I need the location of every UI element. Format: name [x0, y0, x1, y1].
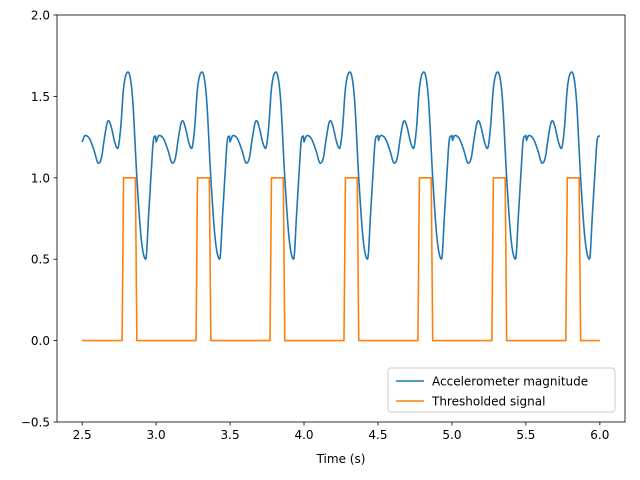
y-tick: −0.5 [21, 416, 57, 430]
y-tick-label: 1.0 [31, 171, 50, 185]
y-tick-label: 0.5 [31, 253, 50, 267]
legend-entry: Thresholded signal [396, 395, 545, 409]
series-line-1 [81, 71, 601, 260]
x-tick: 5.0 [442, 422, 461, 442]
x-tick: 5.5 [516, 422, 535, 442]
x-tick: 4.0 [294, 422, 314, 442]
x-tick-label: 4.5 [368, 428, 387, 442]
y-axis: −0.5 0.0 0.5 1.0 1.5 2.0 [21, 9, 57, 430]
series-layer [81, 71, 601, 342]
y-tick: 1.5 [31, 90, 57, 104]
plot-area [56, 14, 626, 423]
legend-label: Accelerometer magnitude [432, 375, 588, 389]
x-axis-label: Time (s) [316, 452, 366, 466]
y-tick-label: 1.5 [31, 90, 50, 104]
y-tick: 2.0 [31, 9, 57, 23]
x-tick-label: 4.0 [294, 428, 313, 442]
legend-box [387, 367, 616, 413]
x-tick: 3.5 [221, 422, 240, 442]
y-tick-label: 2.0 [31, 9, 50, 23]
x-tick-label: 3.0 [147, 428, 166, 442]
x-tick-label: 5.5 [516, 428, 535, 442]
y-tick-label: −0.5 [21, 416, 50, 430]
legend: Accelerometer magnitude Thresholded signa… [387, 367, 616, 413]
x-tick: 2.5 [73, 422, 92, 442]
x-tick-label: 6.0 [590, 428, 609, 442]
series-line-2 [82, 177, 600, 342]
x-axis: 2.5 3.0 3.5 4.0 4.5 5.0 5.5 6.0 [73, 422, 609, 442]
y-tick: 0.0 [31, 334, 57, 348]
axes-frame [56, 14, 626, 423]
y-tick: 1.0 [31, 171, 57, 185]
x-tick: 6.0 [590, 422, 609, 442]
y-tick: 0.5 [31, 253, 57, 267]
legend-label: Thresholded signal [431, 395, 545, 409]
y-tick-label: 0.0 [31, 334, 50, 348]
x-tick: 4.5 [368, 422, 388, 442]
x-tick: 3.0 [147, 422, 166, 442]
x-tick-label: 3.5 [221, 428, 240, 442]
legend-entry: Accelerometer magnitude [396, 375, 588, 389]
x-tick-label: 2.5 [73, 428, 92, 442]
x-tick-label: 5.0 [442, 428, 461, 442]
